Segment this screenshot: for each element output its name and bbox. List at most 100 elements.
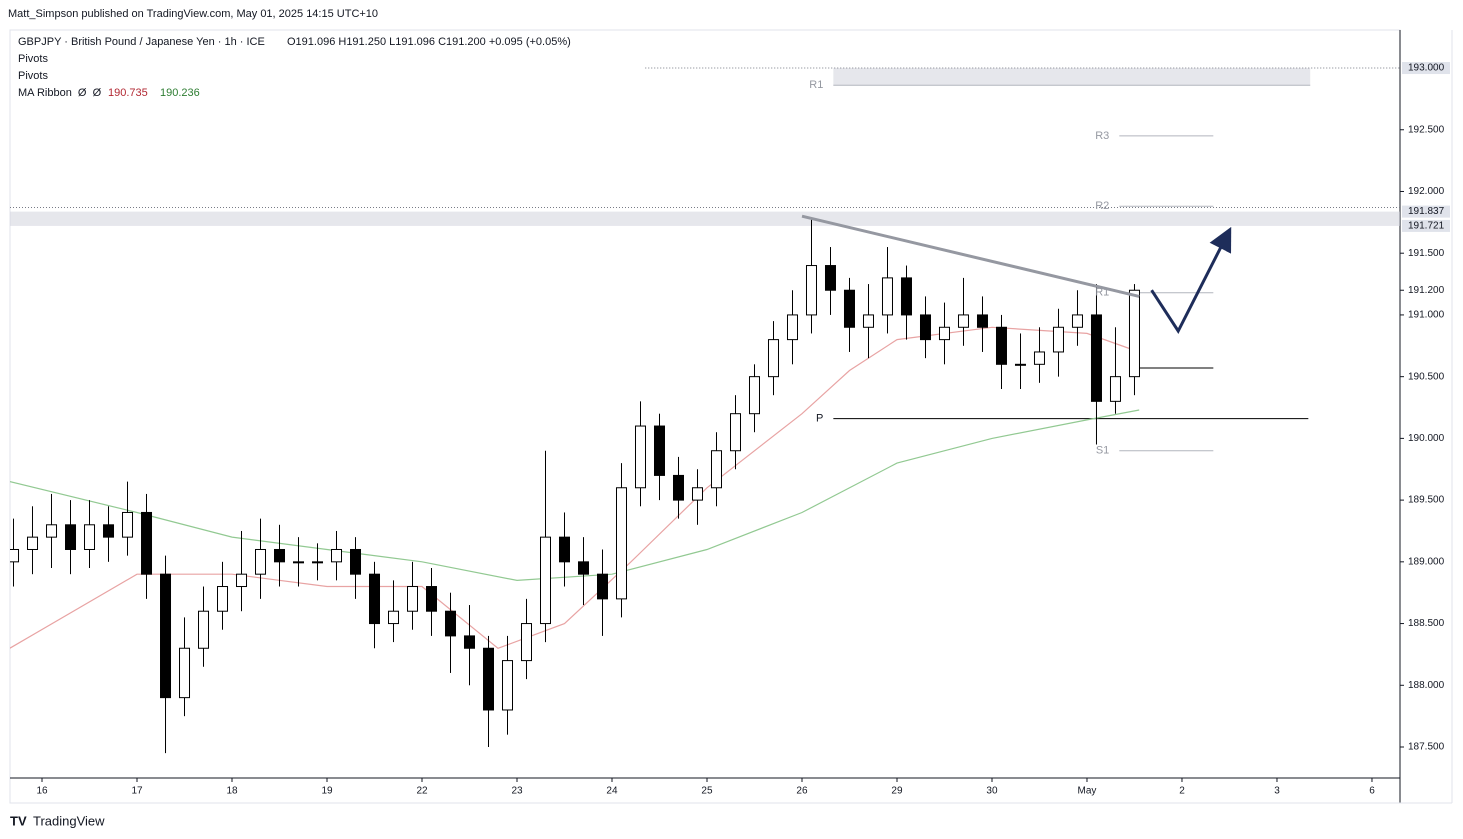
pivot-label: R2 — [1095, 200, 1109, 212]
candle-body — [84, 524, 96, 550]
y-tick-label: 192.500 — [1408, 124, 1445, 135]
candle-body — [596, 573, 608, 600]
ma-value: 190.236 — [160, 87, 200, 99]
candle-body — [1109, 376, 1121, 402]
candle-body — [46, 524, 58, 538]
candle-body — [615, 487, 627, 600]
plot — [10, 67, 1400, 754]
price-label-box — [1402, 62, 1450, 75]
candle-body — [1014, 363, 1026, 366]
price-label-box — [1402, 205, 1450, 218]
candle-body — [1052, 326, 1064, 353]
candle-body — [881, 277, 893, 316]
y-tick-label: 191.000 — [1408, 310, 1445, 321]
footer-logo: TV — [10, 813, 27, 828]
candle-body — [160, 573, 172, 699]
candle-body — [786, 314, 798, 341]
x-tick-label: 22 — [416, 786, 428, 797]
candle-body — [843, 289, 855, 328]
x-tick-label: 3 — [1274, 786, 1280, 797]
candle-body — [502, 660, 514, 711]
axes: 187.500 188.000 188.500 189.000 189.500 190.0… — [36, 62, 1450, 797]
zone — [10, 211, 1400, 226]
x-tick-label: 16 — [36, 786, 48, 797]
candle-body — [331, 548, 343, 563]
moving-average — [10, 409, 1140, 582]
candle-body — [1090, 314, 1102, 402]
candle-body — [103, 524, 115, 538]
candle-body — [729, 413, 741, 452]
y-tick-label: 191.200 — [1408, 285, 1445, 296]
candle-body — [805, 265, 817, 316]
candle-body — [1071, 314, 1083, 328]
ma-label: MA Ribbon Ø Ø — [18, 87, 102, 99]
zone — [833, 68, 1311, 86]
x-tick-label: 6 — [1369, 786, 1375, 797]
ma-value: 190.735 — [108, 87, 148, 99]
candle-body — [938, 326, 950, 341]
x-tick-label: 19 — [321, 786, 333, 797]
candle-body — [312, 561, 324, 564]
candle-body — [369, 573, 381, 625]
ohlc: O191.096 H191.250 L191.096 C191.200 +0.0… — [287, 36, 571, 48]
candle-body — [388, 610, 400, 625]
y-tick-label: 192.000 — [1408, 186, 1445, 197]
symbol-title: GBPJPY · British Pound / Japanese Yen · … — [18, 36, 265, 48]
candle-body — [445, 610, 457, 637]
candle-body — [255, 548, 267, 575]
footer: TradingView — [33, 813, 105, 828]
price-label: 193.000 — [1408, 63, 1445, 74]
y-tick-label: 188.000 — [1408, 680, 1445, 691]
x-tick-label: May — [1078, 786, 1097, 797]
candle-body — [350, 548, 362, 575]
pivot-label: R1 — [809, 79, 823, 91]
candle-body — [539, 536, 551, 625]
trendline — [801, 214, 1140, 298]
x-tick-label: 24 — [606, 786, 618, 797]
candle-body — [1128, 289, 1140, 378]
candle-body — [10, 548, 20, 563]
price-label: 191.721 — [1408, 221, 1445, 232]
candle-body — [957, 314, 969, 328]
pivot-label: R1 — [1095, 287, 1109, 299]
y-tick-label: 189.000 — [1408, 556, 1445, 567]
pivot-label: P — [816, 413, 823, 425]
y-tick-label: 191.500 — [1408, 248, 1445, 259]
candle-body — [407, 586, 419, 612]
x-tick-label: 17 — [131, 786, 143, 797]
pivot-label: S1 — [1096, 445, 1109, 457]
candle-body — [824, 265, 836, 291]
candle-body — [748, 376, 760, 415]
candle-body — [577, 561, 589, 575]
candle-body — [483, 647, 495, 711]
candle-body — [464, 635, 476, 649]
candle-body — [1033, 351, 1045, 365]
candle-body — [653, 425, 665, 476]
candle-body — [976, 314, 988, 328]
y-tick-label: 187.500 — [1408, 742, 1445, 753]
candle-body — [141, 511, 153, 575]
candle-body — [217, 586, 229, 612]
pivot-label: R3 — [1095, 130, 1109, 142]
x-tick-label: 30 — [986, 786, 998, 797]
candle-body — [634, 425, 646, 489]
y-tick-label: 190.500 — [1408, 371, 1445, 382]
forecast-arrow — [1150, 226, 1232, 334]
candle-body — [293, 561, 305, 564]
x-tick-label: 18 — [226, 786, 238, 797]
candle-body — [862, 314, 874, 328]
frame — [9, 29, 1401, 804]
candle-body — [919, 314, 931, 341]
candle-body — [672, 474, 684, 501]
indicator: Pivots — [18, 70, 48, 82]
indicator: Pivots — [18, 53, 48, 65]
candle-body — [122, 511, 134, 538]
price-label: 191.837 — [1408, 206, 1445, 217]
price-label-box — [1402, 219, 1450, 232]
candle-body — [426, 586, 438, 612]
candle-body — [274, 548, 286, 563]
x-tick-label: 29 — [891, 786, 903, 797]
candle-body — [710, 450, 722, 489]
candle-body — [65, 524, 77, 550]
candle-body — [27, 536, 39, 550]
